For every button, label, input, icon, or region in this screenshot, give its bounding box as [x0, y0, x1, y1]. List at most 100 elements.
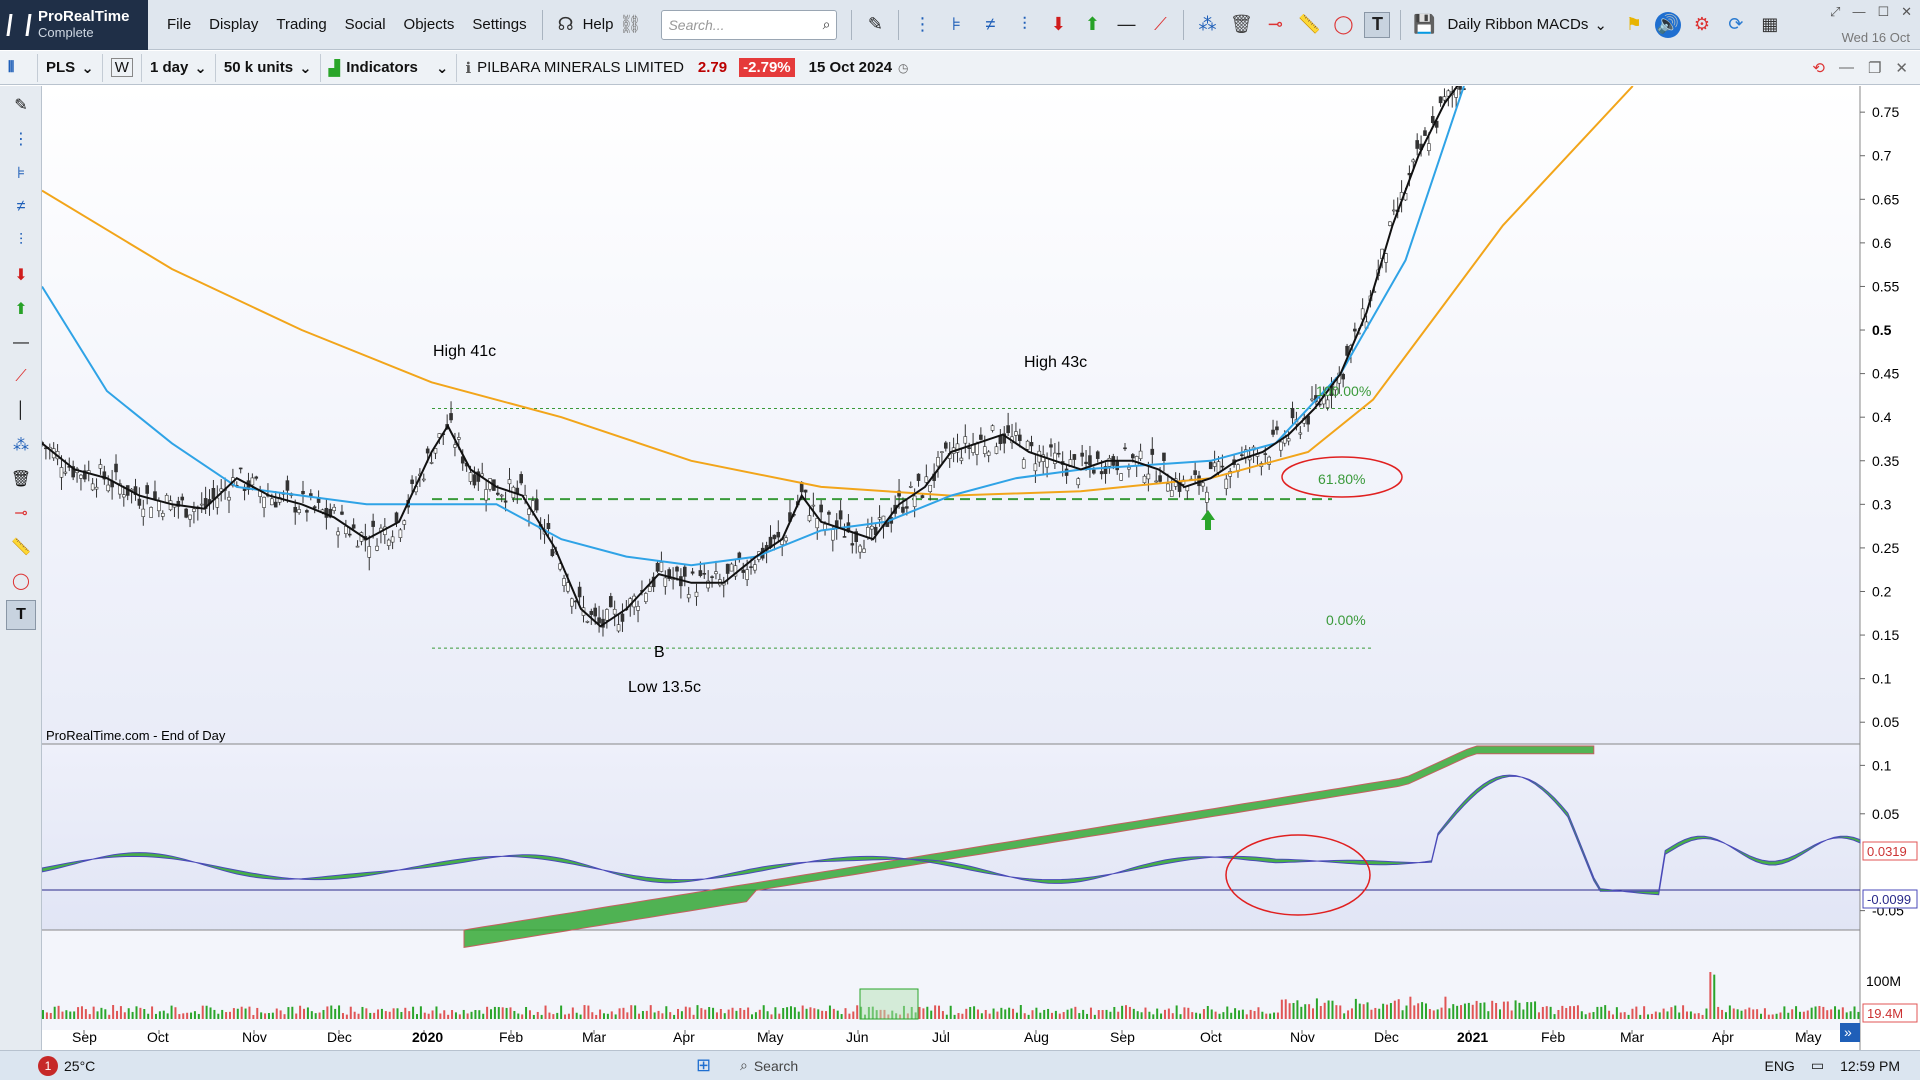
- trend-line-icon[interactable]: ⟋: [1154, 14, 1167, 34]
- volume-bar: [1728, 1005, 1731, 1019]
- restore-icon[interactable]: ⤢: [1830, 4, 1841, 19]
- language[interactable]: ENG: [1764, 1057, 1795, 1074]
- volume-bar: [334, 1008, 337, 1019]
- menu-social[interactable]: Social: [344, 16, 386, 33]
- volume-bar: [1674, 1005, 1677, 1019]
- volume-bar: [84, 1009, 87, 1019]
- volume-bar: [680, 1011, 683, 1019]
- green-arrow-icon[interactable]: ⬆: [14, 301, 28, 318]
- fib-arc-icon[interactable]: ⫶: [18, 232, 23, 249]
- menu-trading[interactable]: Trading: [276, 16, 327, 33]
- ellipse-icon[interactable]: ◯: [12, 573, 30, 590]
- pencil-icon[interactable]: ✎: [867, 14, 883, 34]
- red-arrow-icon[interactable]: ⬇: [1050, 14, 1066, 34]
- add-object-icon[interactable]: ⁂: [1198, 14, 1217, 34]
- text-tool-icon[interactable]: T: [6, 600, 36, 630]
- search-icon[interactable]: ⌕: [822, 16, 831, 32]
- trend-line-icon[interactable]: ⟋: [15, 368, 27, 385]
- volume-bar: [497, 1007, 500, 1019]
- sound-icon[interactable]: 🔊: [1654, 11, 1681, 38]
- macd-highlight-circle[interactable]: [1225, 834, 1371, 916]
- ruler-icon[interactable]: 📏: [11, 539, 31, 556]
- fib-level-icon[interactable]: ≠: [985, 14, 996, 34]
- search-input[interactable]: Search... ⌕: [661, 9, 838, 40]
- volume-bar: [797, 1011, 800, 1019]
- volume-bar: [988, 1013, 991, 1019]
- menu-file[interactable]: File: [167, 16, 192, 33]
- volume-bar: [677, 1008, 680, 1019]
- fib-fan-icon[interactable]: ⊧: [951, 14, 962, 34]
- workspace-select[interactable]: Daily Ribbon MACDs ⌄: [1447, 16, 1606, 34]
- interval-select[interactable]: 1 day ⌄: [142, 53, 216, 82]
- volume-bar: [1557, 1009, 1560, 1019]
- trash-icon[interactable]: 🗑: [1230, 14, 1253, 34]
- pencil-icon[interactable]: ✎: [14, 97, 28, 114]
- info-icon[interactable]: ℹ: [465, 59, 472, 77]
- link-icon[interactable]: ⛓: [619, 14, 642, 34]
- chart-area[interactable]: 0.75 0.7 0.65 0.6 0.55 0.5 0.45 0.4 0.35 0.3 0.25 0…: [40, 76, 1920, 1050]
- minimize-icon[interactable]: —: [1838, 58, 1854, 76]
- candle-body: [1127, 467, 1131, 470]
- fib-fan-icon[interactable]: ⊧: [16, 165, 26, 182]
- price-chart[interactable]: 0.75 0.7 0.65 0.6 0.55 0.5 0.45 0.4 0.35 0.3 0.25 0…: [40, 76, 1920, 1050]
- volume-bar: [1444, 996, 1447, 1019]
- menu-settings[interactable]: Settings: [472, 16, 527, 33]
- alerts-icon[interactable]: ⚙: [1693, 14, 1710, 34]
- close-icon[interactable]: ✕: [1895, 59, 1908, 77]
- menu-display[interactable]: Display: [209, 16, 259, 33]
- green-arrow-icon[interactable]: ⬆: [1084, 14, 1100, 34]
- fib-arc-icon[interactable]: ⫶: [1022, 14, 1027, 34]
- volume-highlight[interactable]: [859, 988, 919, 1020]
- period-w-button[interactable]: W: [103, 53, 142, 82]
- ruler-icon[interactable]: 📏: [1298, 14, 1321, 34]
- network-icon[interactable]: ▭: [1810, 1057, 1825, 1073]
- volume-bar: [1650, 1013, 1653, 1019]
- menu-help[interactable]: Help: [582, 16, 614, 33]
- symbol-select[interactable]: PLS ⌄: [38, 53, 103, 82]
- indicators-button[interactable]: ▟ Indicators ⌄: [321, 53, 458, 82]
- trash-icon[interactable]: 🗑: [10, 471, 32, 488]
- volume-bar: [941, 1011, 944, 1019]
- text-tool-icon[interactable]: T: [1364, 11, 1391, 38]
- vertical-line-icon[interactable]: │: [16, 402, 26, 419]
- clock[interactable]: 12:59 PM: [1840, 1057, 1900, 1074]
- candle-body: [706, 580, 710, 589]
- maximize-icon[interactable]: ☐: [1877, 4, 1890, 19]
- weather-widget[interactable]: 1 25°C: [38, 1055, 95, 1076]
- fib-retracement-icon[interactable]: ⋮: [913, 14, 932, 34]
- candle-body: [157, 500, 161, 512]
- horizontal-line-icon[interactable]: —: [1117, 14, 1136, 34]
- volume-bar: [458, 1014, 461, 1019]
- time-axis: Sep Oct Nov Dec 2020 Feb Mar Apr May Jun Jul Aug Sep…: [72, 1029, 1821, 1045]
- volume-bar: [61, 1011, 64, 1019]
- fib-618-label: 61.80%: [1318, 471, 1365, 487]
- restore-icon[interactable]: ❐: [1867, 59, 1882, 77]
- menu-objects[interactable]: Objects: [403, 16, 455, 33]
- close-icon[interactable]: ✕: [1901, 4, 1912, 19]
- flag-icon[interactable]: ⚑: [1625, 14, 1642, 34]
- volume-bar: [69, 1011, 72, 1019]
- fib-level-icon[interactable]: ≠: [16, 198, 26, 215]
- highlight-circle[interactable]: [1281, 456, 1403, 498]
- headset-icon[interactable]: ☊: [557, 14, 574, 34]
- refresh-icon[interactable]: ⟲: [1812, 59, 1825, 77]
- save-icon[interactable]: 💾: [1413, 14, 1436, 34]
- ellipse-icon[interactable]: ◯: [1333, 14, 1354, 34]
- volume-bar: [848, 1013, 851, 1019]
- chart-type-button[interactable]: ⫴: [0, 53, 38, 82]
- segment-icon[interactable]: ⊸: [14, 505, 28, 522]
- segment-icon[interactable]: ⊸: [1267, 14, 1283, 34]
- scroll-right-button[interactable]: [1840, 1023, 1860, 1042]
- sync-icon[interactable]: ⟳: [1728, 14, 1744, 34]
- add-object-icon[interactable]: ⁂: [13, 437, 29, 454]
- taskbar-search[interactable]: ⌕ Search: [740, 1057, 798, 1074]
- month-label: Feb: [499, 1029, 523, 1045]
- fib-retracement-icon[interactable]: ⋮: [13, 131, 29, 148]
- horizontal-line-icon[interactable]: —: [13, 334, 29, 351]
- buy-arrow-icon[interactable]: [1201, 510, 1215, 530]
- minimize-icon[interactable]: —: [1852, 4, 1866, 19]
- calculator-icon[interactable]: ▦: [1761, 14, 1779, 34]
- windows-start-icon[interactable]: ⊞: [696, 1055, 712, 1075]
- units-select[interactable]: 50 k units ⌄: [216, 53, 321, 82]
- red-arrow-icon[interactable]: ⬇: [14, 267, 28, 284]
